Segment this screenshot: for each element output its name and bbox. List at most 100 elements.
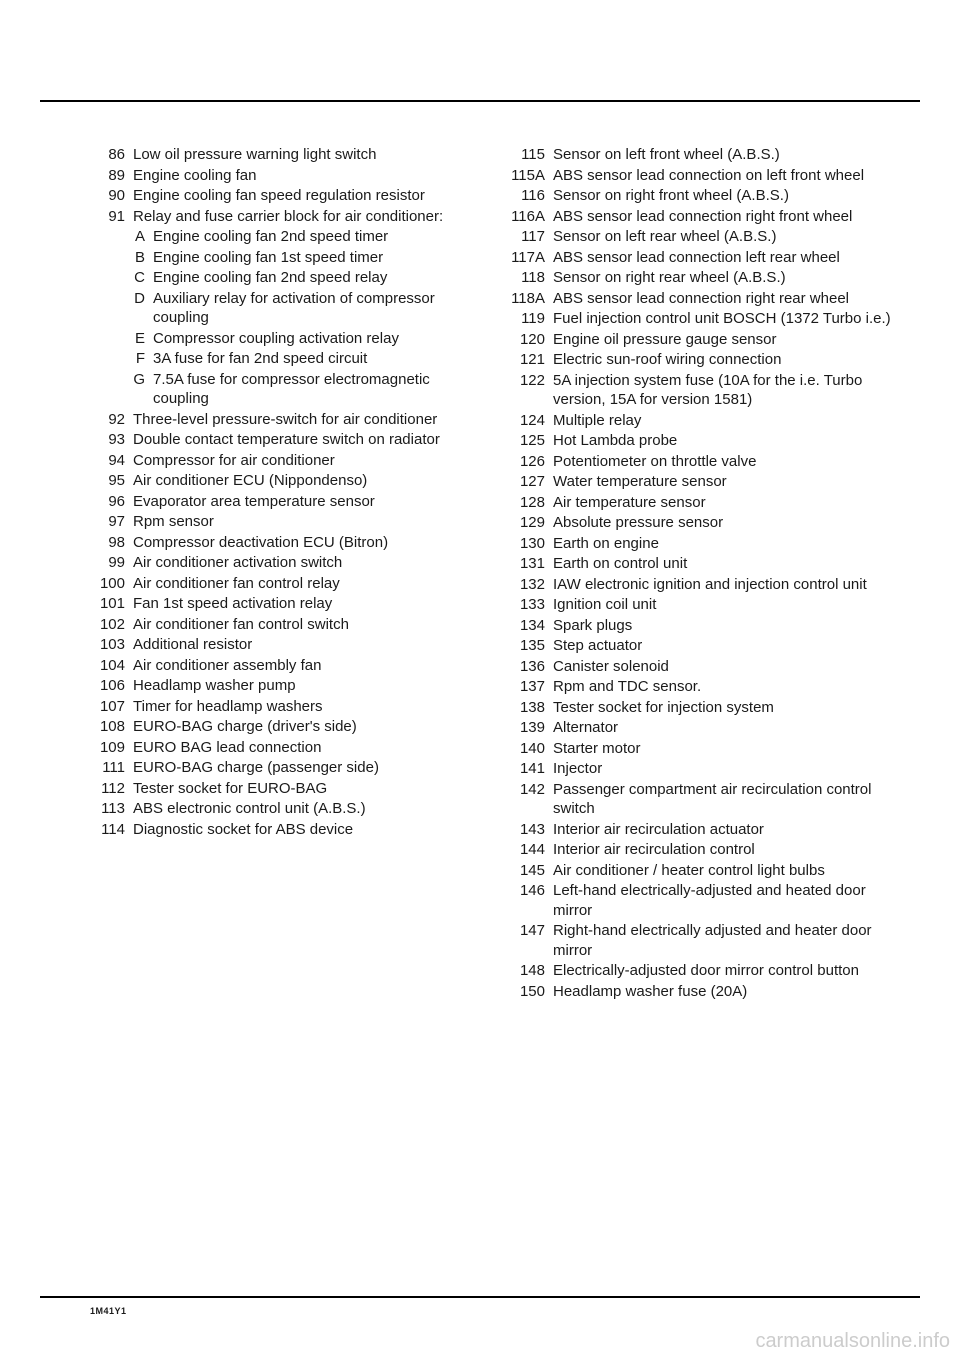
item-text: Step actuator (553, 636, 895, 656)
item-text: Timer for headlamp washers (133, 697, 475, 717)
item-number: 97 (85, 512, 133, 532)
item-number: 133 (505, 595, 553, 615)
item-text: Left-hand electrically-adjusted and heat… (553, 881, 895, 920)
item-number: 99 (85, 553, 133, 573)
item-text: Right-hand electrically adjusted and hea… (553, 921, 895, 960)
list-item: 136Canister solenoid (505, 657, 895, 677)
list-item: 111EURO-BAG charge (passenger side) (85, 758, 475, 778)
item-text: Compressor deactivation ECU (Bitron) (133, 533, 475, 553)
item-number: 144 (505, 840, 553, 860)
item-text: Injector (553, 759, 895, 779)
list-item: 119Fuel injection control unit BOSCH (13… (505, 309, 895, 329)
list-subitem: CEngine cooling fan 2nd speed relay (85, 268, 475, 288)
list-item: 94Compressor for air conditioner (85, 451, 475, 471)
list-item: 115Sensor on left front wheel (A.B.S.) (505, 145, 895, 165)
subitem-letter: G (85, 370, 153, 409)
subitem-text: 7.5A fuse for compressor electromagnetic… (153, 370, 475, 409)
list-item: 144Interior air recirculation control (505, 840, 895, 860)
item-text: Earth on engine (553, 534, 895, 554)
item-text: Air conditioner ECU (Nippondenso) (133, 471, 475, 491)
item-number: 125 (505, 431, 553, 451)
item-number: 134 (505, 616, 553, 636)
list-item: 1225A injection system fuse (10A for the… (505, 371, 895, 410)
item-number: 103 (85, 635, 133, 655)
item-number: 148 (505, 961, 553, 981)
item-number: 128 (505, 493, 553, 513)
top-rule (40, 100, 920, 102)
subitem-text: Compressor coupling activation relay (153, 329, 475, 349)
item-text: Sensor on left rear wheel (A.B.S.) (553, 227, 895, 247)
list-subitem: AEngine cooling fan 2nd speed timer (85, 227, 475, 247)
list-item: 141Injector (505, 759, 895, 779)
list-item: 91Relay and fuse carrier block for air c… (85, 207, 475, 227)
list-item: 125Hot Lambda probe (505, 431, 895, 451)
list-item: 146Left-hand electrically-adjusted and h… (505, 881, 895, 920)
item-text: Rpm sensor (133, 512, 475, 532)
subitem-letter: D (85, 289, 153, 328)
item-text: Air temperature sensor (553, 493, 895, 513)
item-text: Rpm and TDC sensor. (553, 677, 895, 697)
footer-code: 1M41Y1 (90, 1306, 127, 1316)
item-text: Potentiometer on throttle valve (553, 452, 895, 472)
item-text: Absolute pressure sensor (553, 513, 895, 533)
item-text: Spark plugs (553, 616, 895, 636)
item-number: 131 (505, 554, 553, 574)
item-text: Low oil pressure warning light switch (133, 145, 475, 165)
item-number: 91 (85, 207, 133, 227)
item-number: 143 (505, 820, 553, 840)
item-text: Canister solenoid (553, 657, 895, 677)
list-item: 132IAW electronic ignition and injection… (505, 575, 895, 595)
list-item: 106Headlamp washer pump (85, 676, 475, 696)
item-number: 142 (505, 780, 553, 819)
item-number: 140 (505, 739, 553, 759)
list-item: 113ABS electronic control unit (A.B.S.) (85, 799, 475, 819)
list-item: 138Tester socket for injection system (505, 698, 895, 718)
item-text: Sensor on left front wheel (A.B.S.) (553, 145, 895, 165)
list-item: 133Ignition coil unit (505, 595, 895, 615)
list-item: 128Air temperature sensor (505, 493, 895, 513)
item-number: 116 (505, 186, 553, 206)
list-item: 86Low oil pressure warning light switch (85, 145, 475, 165)
item-text: Diagnostic socket for ABS device (133, 820, 475, 840)
list-item: 116Sensor on right front wheel (A.B.S.) (505, 186, 895, 206)
list-item: 127Water temperature sensor (505, 472, 895, 492)
list-item: 142Passenger compartment air recirculati… (505, 780, 895, 819)
item-number: 114 (85, 820, 133, 840)
list-item: 140Starter motor (505, 739, 895, 759)
item-number: 108 (85, 717, 133, 737)
item-number: 96 (85, 492, 133, 512)
subitem-letter: E (85, 329, 153, 349)
item-number: 118A (505, 289, 553, 309)
item-text: Fuel injection control unit BOSCH (1372 … (553, 309, 895, 329)
list-item: 104Air conditioner assembly fan (85, 656, 475, 676)
item-number: 95 (85, 471, 133, 491)
list-item: 101Fan 1st speed activation relay (85, 594, 475, 614)
list-item: 124Multiple relay (505, 411, 895, 431)
item-text: ABS sensor lead connection left rear whe… (553, 248, 895, 268)
item-text: ABS sensor lead connection right front w… (553, 207, 895, 227)
list-item: 120Engine oil pressure gauge sensor (505, 330, 895, 350)
item-number: 106 (85, 676, 133, 696)
list-item: 121Electric sun-roof wiring connection (505, 350, 895, 370)
item-number: 107 (85, 697, 133, 717)
item-text: Starter motor (553, 739, 895, 759)
subitem-letter: C (85, 268, 153, 288)
item-number: 102 (85, 615, 133, 635)
list-item: 114Diagnostic socket for ABS device (85, 820, 475, 840)
item-text: ABS sensor lead connection on left front… (553, 166, 895, 186)
list-item: 115AABS sensor lead connection on left f… (505, 166, 895, 186)
list-item: 95Air conditioner ECU (Nippondenso) (85, 471, 475, 491)
list-item: 92Three-level pressure-switch for air co… (85, 410, 475, 430)
item-text: Air conditioner activation switch (133, 553, 475, 573)
subitem-letter: B (85, 248, 153, 268)
item-text: Earth on control unit (553, 554, 895, 574)
item-text: Air conditioner fan control relay (133, 574, 475, 594)
item-number: 115 (505, 145, 553, 165)
item-text: Engine oil pressure gauge sensor (553, 330, 895, 350)
list-item: 126Potentiometer on throttle valve (505, 452, 895, 472)
content-columns: 86Low oil pressure warning light switch8… (85, 145, 895, 1002)
item-number: 111 (85, 758, 133, 778)
item-text: Double contact temperature switch on rad… (133, 430, 475, 450)
list-item: 147Right-hand electrically adjusted and … (505, 921, 895, 960)
list-item: 145Air conditioner / heater control ligh… (505, 861, 895, 881)
